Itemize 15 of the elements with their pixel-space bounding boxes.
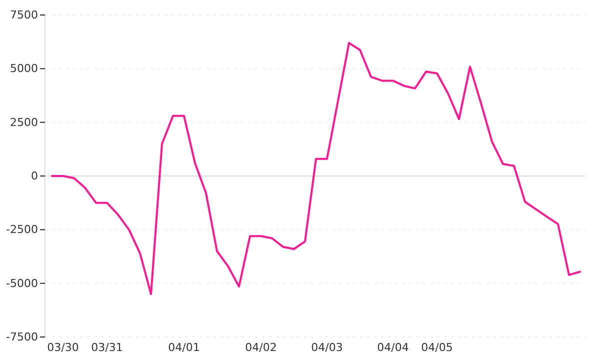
y-tick-label: 5000: [10, 62, 38, 76]
y-tick-label: -5000: [6, 276, 38, 290]
x-tick-label: 03/30: [47, 340, 79, 354]
y-tick-label: 0: [31, 170, 38, 183]
x-tick-label: 04/04: [377, 340, 409, 354]
y-tick-label: 7500: [10, 8, 38, 22]
line-series: [51, 42, 581, 296]
x-tick-label: 04/01: [168, 340, 200, 354]
x-tick-label: 04/05: [421, 340, 453, 354]
y-tick-label: -2500: [6, 223, 38, 236]
x-tick-label: 04/03: [311, 340, 343, 354]
x-tick-label: 04/02: [245, 340, 277, 354]
y-tick-label: -7500: [6, 330, 38, 344]
x-tick-label: 03/31: [91, 340, 123, 354]
y-tick-label: 2500: [10, 116, 38, 129]
